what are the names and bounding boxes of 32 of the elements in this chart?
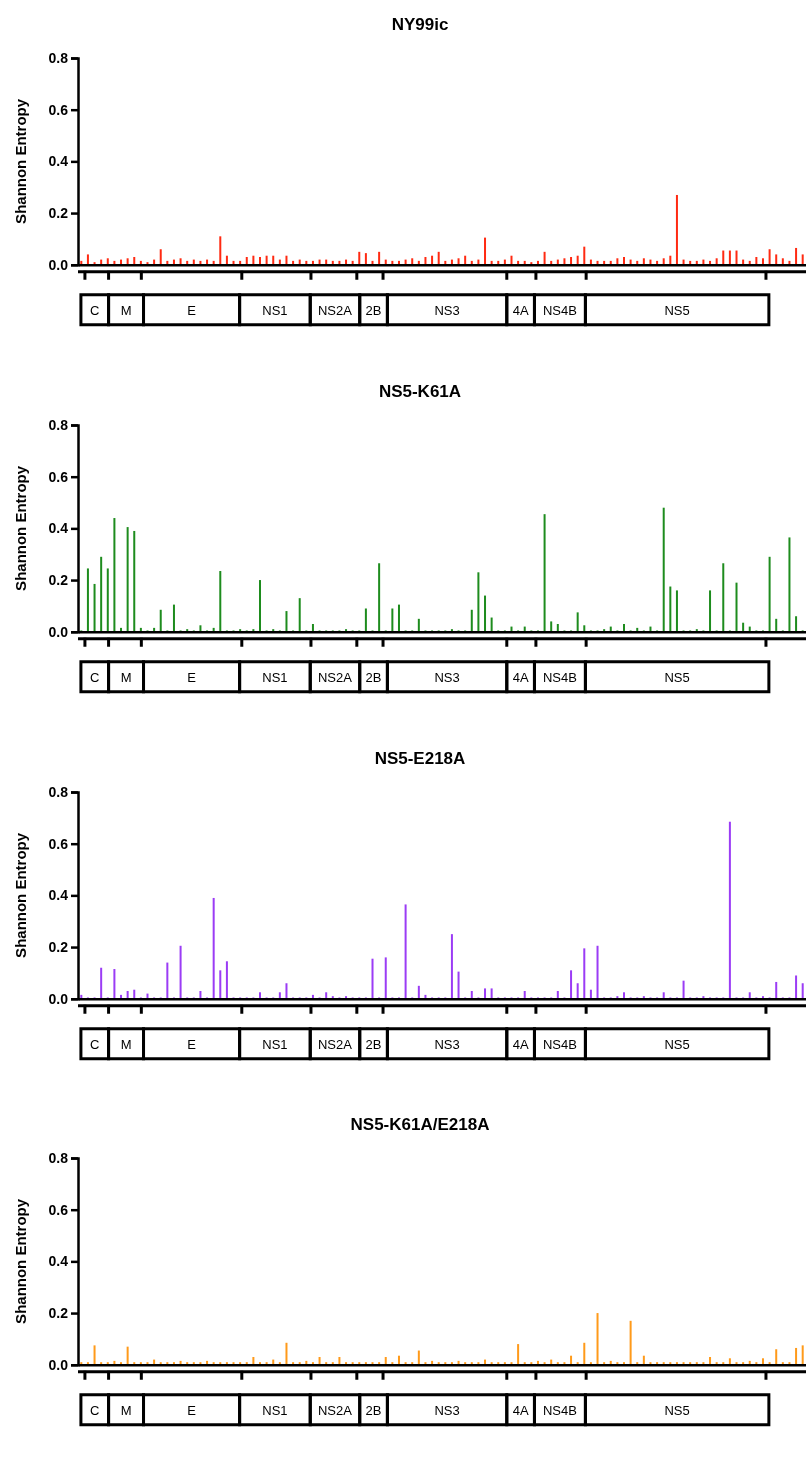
y-tick-label: 0.4: [48, 153, 69, 170]
y-tick-label: 0.8: [48, 783, 69, 800]
y-tick-label: 0.8: [48, 1150, 69, 1167]
y-tick-label: 0.2: [48, 571, 69, 588]
y-tick-label: 0.2: [48, 938, 69, 955]
y-tick-label: 0.2: [48, 205, 69, 222]
y-tick-label: 0.4: [48, 1253, 69, 1270]
y-axis-title: Shannon Entropy: [12, 831, 29, 958]
y-tick-label: 0.4: [48, 520, 69, 537]
chart-title: NY99ic: [391, 15, 449, 34]
y-tick-label: 0.6: [48, 101, 69, 118]
chart-title: NS5-K61A: [378, 381, 462, 401]
y-tick-label: 0.0: [48, 1356, 69, 1373]
y-tick-label: 0.4: [48, 886, 69, 903]
y-axis-title: Shannon Entropy: [12, 1198, 29, 1325]
y-tick-label: 0.6: [48, 1201, 69, 1218]
y-tick-label: 0.6: [48, 835, 69, 852]
chart-title: NS5-E218A: [374, 748, 466, 768]
y-tick-label: 0.8: [48, 49, 69, 66]
chart-title: NS5-K61A/E218A: [350, 1115, 490, 1135]
y-axis-title: Shannon Entropy: [12, 98, 29, 224]
genome-map: C M E NS1 NS2A 2B NS3 4A NS4B NS5: [78, 1370, 806, 1427]
y-axis-title: Shannon Entropy: [12, 464, 29, 591]
y-tick-label: 0.6: [48, 468, 69, 485]
y-tick-label: 0.2: [48, 1305, 69, 1322]
y-tick-label: 0.0: [48, 256, 69, 273]
y-tick-label: 0.0: [48, 990, 69, 1007]
y-tick-label: 0.8: [48, 416, 69, 433]
genome-map: C M E NS1 NS2A 2B NS3 4A NS4B NS5: [78, 270, 806, 327]
genome-map: C M E NS1 NS2A 2B NS3 4A NS4B NS5: [78, 1003, 806, 1060]
genome-map: C M E NS1 NS2A 2B NS3 4A NS4B NS5: [78, 637, 806, 693]
y-tick-label: 0.0: [48, 623, 69, 640]
